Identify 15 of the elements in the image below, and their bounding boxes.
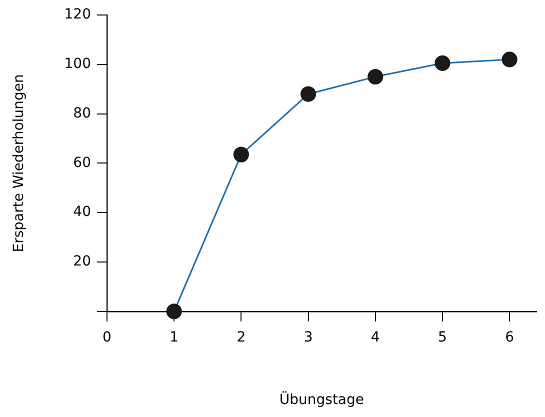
y-tick-label: 100 bbox=[64, 56, 91, 72]
x-tick-label: 2 bbox=[236, 329, 246, 346]
x-tick-label: 6 bbox=[505, 329, 514, 346]
y-tick-label: 60 bbox=[73, 154, 91, 171]
x-axis-title: Übungstage bbox=[279, 391, 364, 408]
x-tick-label: 3 bbox=[304, 329, 313, 346]
x-tick-label: 1 bbox=[170, 329, 179, 346]
y-tick-label: 40 bbox=[73, 204, 91, 220]
y-tick-label: 80 bbox=[73, 105, 91, 122]
y-tick-label: 20 bbox=[73, 254, 91, 270]
x-tick-label: 0 bbox=[102, 329, 112, 346]
x-tick-label: 5 bbox=[438, 329, 447, 346]
x-tick-label: 4 bbox=[370, 329, 380, 346]
y-tick-label: 120 bbox=[64, 6, 91, 23]
y-axis-title: Ersparte Wiederholungen bbox=[11, 74, 28, 252]
